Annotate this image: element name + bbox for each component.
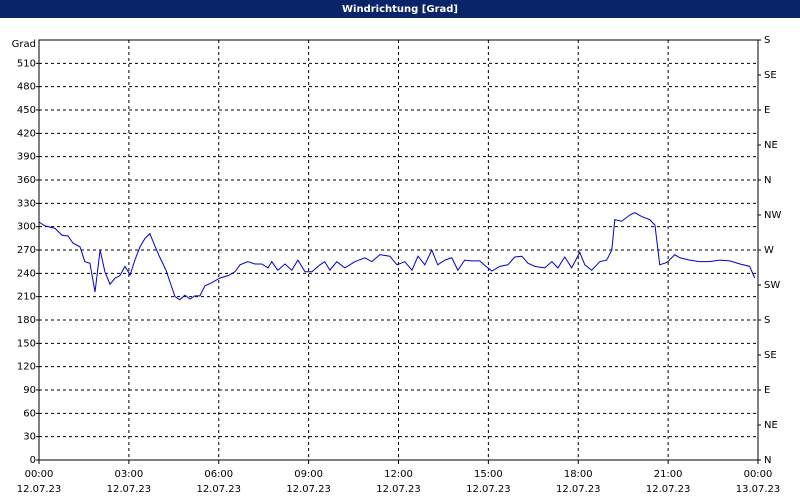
title-bar [0, 0, 800, 18]
y-tick-label: 210 [17, 292, 36, 303]
y-tick-label: 30 [23, 432, 36, 443]
y-tick-label: 450 [17, 105, 36, 116]
y2-tick-label: NE [764, 140, 778, 151]
y2-tick-label: E [764, 105, 770, 116]
x-tick-label: 12:00 [384, 469, 413, 480]
y2-tick-label: NW [764, 210, 781, 221]
y2-tick-label: W [764, 245, 774, 256]
x-tick-date: 12.07.23 [17, 484, 62, 495]
y-tick-label: 150 [17, 338, 36, 349]
y2-tick-label: S [764, 35, 770, 46]
x-tick-label: 09:00 [294, 469, 323, 480]
y-tick-label: 90 [23, 385, 36, 396]
x-tick-date: 13.07.23 [736, 484, 781, 495]
y-tick-label: 60 [23, 408, 36, 419]
y2-tick-label: N [764, 455, 771, 466]
x-tick-date: 12.07.23 [466, 484, 511, 495]
x-tick-label: 00:00 [25, 469, 54, 480]
x-tick-date: 12.07.23 [646, 484, 691, 495]
y2-tick-label: SW [764, 280, 780, 291]
plot-frame [38, 39, 759, 461]
window-title: Windrichtung [Grad] [342, 4, 458, 15]
x-tick-label: 21:00 [654, 469, 683, 480]
y-tick-label: 510 [17, 58, 36, 69]
x-tick-date: 12.07.23 [286, 484, 331, 495]
y-tick-label: 360 [17, 175, 36, 186]
y2-tick-label: S [764, 315, 770, 326]
x-tick-date: 12.07.23 [376, 484, 421, 495]
y-tick-label: 420 [17, 128, 36, 139]
y-tick-label: 120 [17, 362, 36, 373]
y2-tick-label: N [764, 175, 771, 186]
y2-tick-label: E [764, 385, 770, 396]
x-tick-date: 12.07.23 [196, 484, 241, 495]
x-tick-label: 18:00 [564, 469, 593, 480]
data-line [38, 212, 756, 301]
y-tick-label: 300 [17, 222, 36, 233]
y-tick-label: 180 [17, 315, 36, 326]
x-tick-label: 03:00 [114, 469, 143, 480]
y2-tick-label: NE [764, 420, 778, 431]
y-tick-label: 240 [17, 268, 36, 279]
y-tick-label: 270 [17, 245, 36, 256]
x-tick-label: 00:00 [744, 469, 773, 480]
y-tick-label: 390 [17, 152, 36, 163]
y-tick-label: 0 [30, 455, 36, 466]
x-tick-date: 12.07.23 [107, 484, 152, 495]
y2-tick-label: SE [764, 70, 777, 81]
y-tick-label: 330 [17, 198, 36, 209]
y-axis-label: Grad [12, 39, 36, 50]
y-tick-label: 480 [17, 82, 36, 93]
y2-tick-label: SE [764, 350, 777, 361]
x-tick-date: 12.07.23 [556, 484, 601, 495]
x-tick-label: 15:00 [474, 469, 503, 480]
x-tick-label: 06:00 [204, 469, 233, 480]
